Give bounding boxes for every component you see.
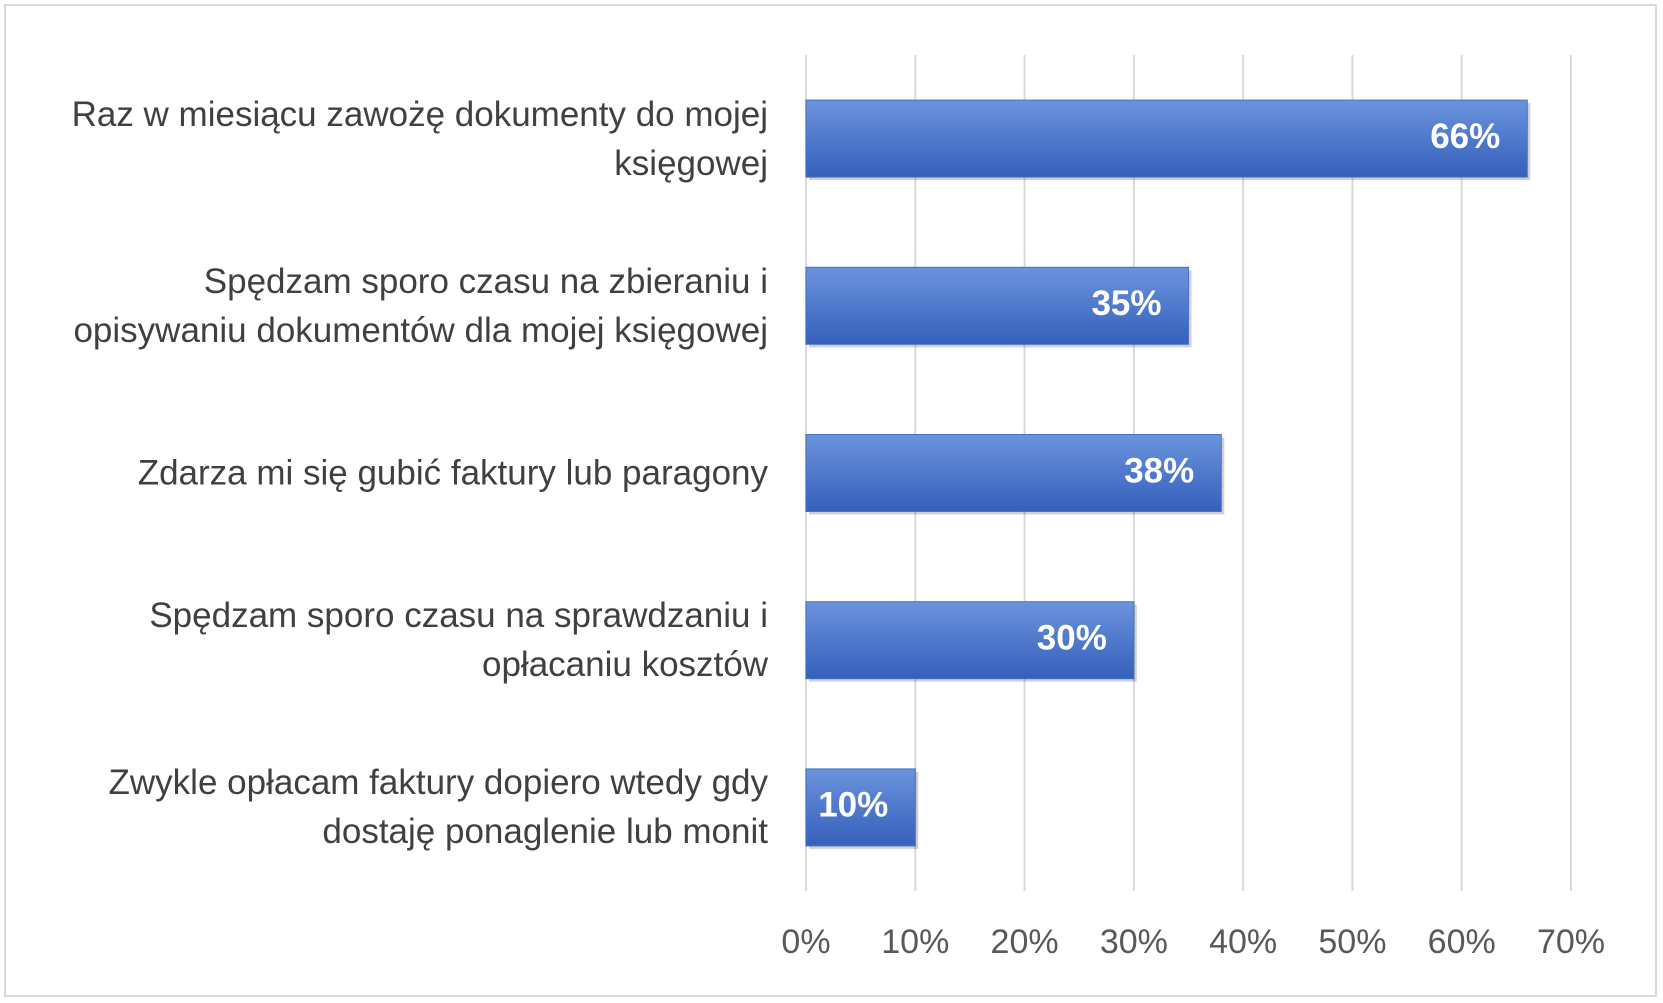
bar <box>805 601 1135 680</box>
x-tick-label: 0% <box>781 923 830 961</box>
bar <box>805 266 1189 345</box>
value-label: 35% <box>1091 284 1161 323</box>
category-label: Raz w miesiącu zawożę dokumenty do mojej… <box>71 94 768 183</box>
x-tick-label: 60% <box>1428 923 1496 961</box>
x-tick-label: 50% <box>1318 923 1386 961</box>
bar <box>805 768 916 847</box>
x-tick-label: 70% <box>1537 923 1605 961</box>
category-label: Zwykle opłacam faktury dopiero wtedy gdy… <box>108 763 768 852</box>
value-label: 38% <box>1124 451 1194 490</box>
category-label: Spędzam sporo czasu na zbieraniu i opisy… <box>73 261 768 350</box>
x-tick-label: 30% <box>1100 923 1168 961</box>
value-label: 66% <box>1430 117 1500 156</box>
value-label: 10% <box>818 786 888 825</box>
category-label: Spędzam sporo czasu na sprawdzaniu i opł… <box>149 596 768 685</box>
bar <box>805 434 1222 512</box>
value-label: 30% <box>1037 618 1107 657</box>
x-tick-label: 40% <box>1209 923 1277 961</box>
category-label: Zdarza mi się gubić faktury lub paragony <box>137 453 768 493</box>
x-tick-label: 10% <box>881 923 949 961</box>
x-tick-label: 20% <box>991 923 1059 961</box>
bar <box>805 99 1528 178</box>
chart-frame <box>4 4 1657 997</box>
